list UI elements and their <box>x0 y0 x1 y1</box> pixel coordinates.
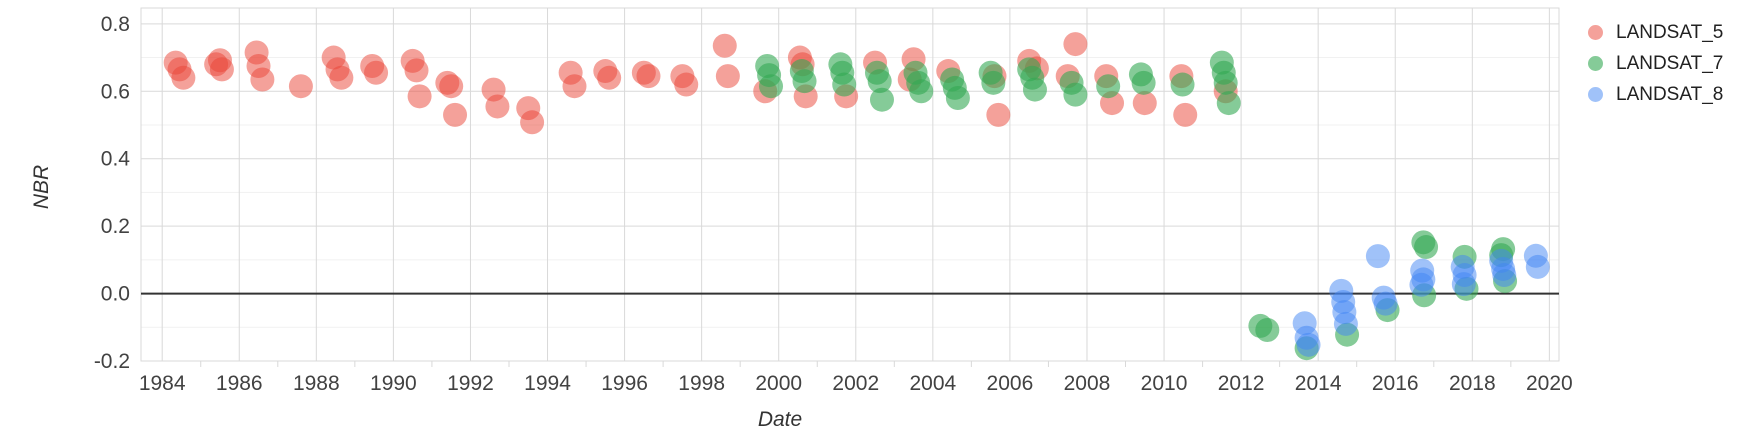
y-tick-label: 0.4 <box>101 148 131 171</box>
scatter-point-landsat_5[interactable] <box>1063 32 1088 57</box>
scatter-point-landsat_5[interactable] <box>674 72 699 97</box>
y-tick-label: 0.0 <box>101 283 130 306</box>
x-tick-label: 1988 <box>293 372 340 395</box>
x-tick-label: 2014 <box>1295 372 1342 395</box>
scatter-point-landsat_5[interactable] <box>443 102 468 127</box>
x-axis-title: Date <box>757 408 803 431</box>
legend-item-landsat-5[interactable]: LANDSAT_5 <box>1588 17 1723 48</box>
scatter-point-landsat_7[interactable] <box>945 86 970 111</box>
scatter-point-landsat_5[interactable] <box>1173 102 1198 127</box>
x-tick-label: 1996 <box>601 372 648 395</box>
scatter-point-landsat_7[interactable] <box>1063 82 1088 107</box>
legend-label-landsat-7: LANDSAT_7 <box>1616 52 1724 74</box>
x-tick-label: 1994 <box>524 372 571 395</box>
x-tick-label: 1992 <box>447 372 494 395</box>
y-tick-label: -0.2 <box>94 350 130 373</box>
scatter-point-landsat_7[interactable] <box>1213 70 1238 95</box>
x-tick-label: 2010 <box>1141 372 1188 395</box>
scatter-point-landsat_5[interactable] <box>250 67 275 92</box>
x-tick-label: 2000 <box>755 372 802 395</box>
scatter-point-landsat_8[interactable] <box>1525 254 1550 279</box>
scatter-point-landsat_7[interactable] <box>1170 72 1195 97</box>
scatter-point-landsat_5[interactable] <box>364 60 389 85</box>
scatter-point-landsat_8[interactable] <box>1492 263 1517 288</box>
scatter-point-landsat_8[interactable] <box>1411 267 1436 292</box>
scatter-point-landsat_7[interactable] <box>1414 235 1439 260</box>
legend-label-landsat-8: LANDSAT_8 <box>1616 83 1724 105</box>
scatter-point-landsat_5[interactable] <box>439 74 464 99</box>
x-tick-label: 2016 <box>1372 372 1419 395</box>
x-tick-label: 2006 <box>987 372 1034 395</box>
x-tick-label: 2008 <box>1064 372 1111 395</box>
scatter-point-landsat_5[interactable] <box>329 65 354 90</box>
scatter-point-landsat_5[interactable] <box>288 74 313 99</box>
scatter-point-landsat_5[interactable] <box>712 33 737 58</box>
scatter-point-landsat_5[interactable] <box>597 65 622 90</box>
legend-swatch-landsat-8-icon <box>1588 87 1603 102</box>
scatter-point-landsat_5[interactable] <box>986 102 1011 127</box>
y-tick-label: 0.2 <box>101 215 130 238</box>
scatter-point-landsat_5[interactable] <box>404 58 429 83</box>
legend-item-landsat-7[interactable]: LANDSAT_7 <box>1588 48 1723 79</box>
scatter-point-landsat_5[interactable] <box>636 64 661 89</box>
y-tick-label: 0.8 <box>101 13 130 36</box>
scatter-point-landsat_7[interactable] <box>1131 70 1156 95</box>
x-tick-label: 1998 <box>678 372 725 395</box>
scatter-point-landsat_5[interactable] <box>562 74 587 99</box>
x-tick-label: 2018 <box>1449 372 1496 395</box>
scatter-point-landsat_5[interactable] <box>407 84 432 109</box>
legend-swatch-landsat-5-icon <box>1588 25 1603 40</box>
scatter-point-landsat_7[interactable] <box>867 69 892 94</box>
y-tick-label: 0.6 <box>101 80 130 103</box>
legend-label-landsat-5: LANDSAT_5 <box>1616 21 1724 43</box>
scatter-point-landsat_5[interactable] <box>520 110 545 135</box>
scatter-point-landsat_5[interactable] <box>715 64 740 89</box>
scatter-point-landsat_7[interactable] <box>1022 77 1047 102</box>
scatter-point-landsat_5[interactable] <box>485 94 510 119</box>
scatter-point-landsat_7[interactable] <box>1096 74 1121 99</box>
scatter-point-landsat_7[interactable] <box>759 74 784 99</box>
x-tick-label: 1990 <box>370 372 417 395</box>
legend-item-landsat-8[interactable]: LANDSAT_8 <box>1588 79 1723 110</box>
x-tick-label: 1986 <box>216 372 263 395</box>
scatter-point-landsat_5[interactable] <box>171 65 196 90</box>
x-tick-label: 1984 <box>139 372 186 395</box>
scatter-point-landsat_7[interactable] <box>981 70 1006 95</box>
x-tick-label: 2012 <box>1218 372 1265 395</box>
scatter-point-landsat_7[interactable] <box>909 79 934 104</box>
scatter-point-landsat_8[interactable] <box>1373 291 1398 316</box>
x-tick-label: 2002 <box>832 372 879 395</box>
legend: LANDSAT_5 LANDSAT_7 LANDSAT_8 <box>1588 17 1723 110</box>
y-axis-title: NBR <box>30 164 53 210</box>
scatter-point-landsat_5[interactable] <box>209 57 234 82</box>
scatter-point-landsat_7[interactable] <box>1255 317 1280 342</box>
scatter-point-landsat_8[interactable] <box>1365 244 1390 269</box>
scatter-point-landsat_7[interactable] <box>792 69 817 94</box>
scatter-point-landsat_8[interactable] <box>1333 311 1358 336</box>
scatter-point-landsat_5[interactable] <box>1132 91 1157 116</box>
scatter-point-landsat_8[interactable] <box>1296 332 1321 357</box>
scatter-point-landsat_7[interactable] <box>1216 91 1241 116</box>
legend-swatch-landsat-7-icon <box>1588 56 1603 71</box>
scatter-point-landsat_8[interactable] <box>1451 272 1476 297</box>
scatter-point-landsat_7[interactable] <box>832 72 857 97</box>
scatter-point-landsat_7[interactable] <box>869 87 894 112</box>
x-tick-label: 2020 <box>1526 372 1573 395</box>
plot-border <box>140 7 1560 362</box>
x-tick-label: 2004 <box>909 372 956 395</box>
